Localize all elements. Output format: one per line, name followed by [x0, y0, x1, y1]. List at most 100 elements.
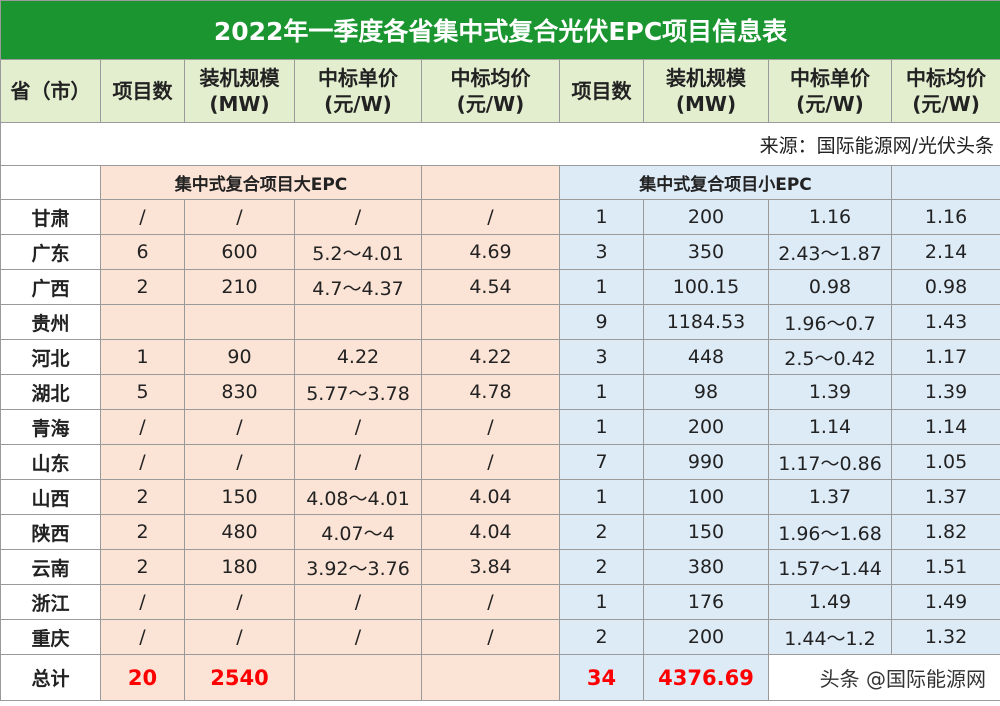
header-capacity-unit: (MW) [209, 92, 270, 116]
title-row: 2022年一季度各省集中式复合光伏EPC项目信息表 [0, 0, 1000, 60]
small-count-cell: 1 [559, 269, 644, 305]
big-avg-price-cell: / [421, 584, 560, 620]
total-body: 总计 20 2540 34 4376.69 头条 @国际能源网 [0, 654, 1000, 701]
big-capacity-cell: 180 [184, 549, 295, 585]
header-big-count: 项目数 [100, 59, 185, 123]
group-big-epc: 集中式复合项目大EPC [100, 165, 422, 200]
header-province: 省（市） [0, 59, 101, 123]
small-capacity-cell: 1184.53 [643, 304, 769, 340]
big-count-cell: 2 [100, 479, 185, 515]
big-capacity-cell: 150 [184, 479, 295, 515]
header-unit-price-label: 中标单价 [318, 66, 398, 90]
data-rows: 甘肃 / / //1 200 1.16 1.16 广东 6 600 5.2～4.01 4.69 3 350… [0, 199, 1000, 655]
big-count-cell: / [100, 409, 185, 445]
big-count-cell: / [100, 619, 185, 655]
small-capacity-cell: 176 [643, 584, 769, 620]
small-avg-price-cell: 1.51 [890, 549, 1000, 585]
header-unit-price-label: 中标单价 [790, 66, 870, 90]
big-avg-price-cell: 3.84 [421, 549, 560, 585]
total-big-avg-price [421, 654, 560, 701]
total-small-capacity: 4376.69 [643, 654, 769, 701]
big-count-cell: 2 [100, 269, 185, 305]
small-unit-price-cell: 0.98 [768, 269, 892, 305]
small-unit-price-cell: 1.96～0.7 [768, 304, 892, 340]
big-capacity-cell [184, 304, 295, 340]
big-unit-price-cell [294, 304, 422, 340]
table-row: 浙江 / / //1 176 1.49 1.49 [0, 584, 1000, 620]
big-count-cell [100, 304, 185, 340]
group-small-epc: 集中式复合项目小EPC [559, 165, 892, 200]
big-count-cell: 5 [100, 374, 185, 410]
table-row: 湖北 5 830 5.77～3.78 4.78 1 98 1.39 1.39 [0, 374, 1000, 410]
big-avg-price-cell: / [421, 409, 560, 445]
small-count-cell: 7 [559, 444, 644, 480]
total-big-unit-price [294, 654, 422, 701]
big-avg-price-cell: 4.04 [421, 514, 560, 550]
header-avg-price-unit: (元/W) [456, 92, 525, 116]
big-unit-price-cell: / [294, 199, 422, 235]
header-avg-price-label: 中标均价 [906, 66, 987, 90]
small-avg-price-cell: 1.82 [890, 514, 1000, 550]
big-avg-price-cell: 4.78 [421, 374, 560, 410]
table-row: 重庆 / / //2 200 1.44～1.2 1.32 [0, 619, 1000, 655]
big-unit-price-cell: / [294, 619, 422, 655]
small-count-cell: 3 [559, 339, 644, 375]
big-count-cell: 1 [100, 339, 185, 375]
big-capacity-cell: 90 [184, 339, 295, 375]
province-cell: 山西 [0, 479, 101, 515]
province-cell: 广西 [0, 269, 101, 305]
province-cell: 广东 [0, 234, 101, 270]
small-count-cell: 1 [559, 199, 644, 235]
small-count-cell: 1 [559, 584, 644, 620]
total-big-capacity: 2540 [184, 654, 295, 701]
group-row: 集中式复合项目大EPC 集中式复合项目小EPC [0, 165, 1000, 200]
big-avg-price-cell: / [421, 619, 560, 655]
small-avg-price-cell: 1.39 [890, 374, 1000, 410]
small-count-cell: 2 [559, 619, 644, 655]
small-count-cell: 2 [559, 549, 644, 585]
province-cell: 云南 [0, 549, 101, 585]
big-unit-price-cell: / [294, 444, 422, 480]
small-unit-price-cell: 1.14 [768, 409, 892, 445]
small-capacity-cell: 350 [643, 234, 769, 270]
small-count-cell: 3 [559, 234, 644, 270]
small-capacity-cell: 200 [643, 619, 769, 655]
page-title: 2022年一季度各省集中式复合光伏EPC项目信息表 [0, 0, 1000, 60]
province-cell: 重庆 [0, 619, 101, 655]
header-row: 省（市） 项目数 装机规模 (MW) 中标单价 (元/W) 中标均价 (元/W) 项目… [0, 59, 1000, 123]
table-row: 山东 / / //7 990 1.17～0.86 1.05 [0, 444, 1000, 480]
table-row: 甘肃 / / //1 200 1.16 1.16 [0, 199, 1000, 235]
small-count-cell: 2 [559, 514, 644, 550]
big-avg-price-cell: 4.22 [421, 339, 560, 375]
small-count-cell: 1 [559, 479, 644, 515]
header-small-count: 项目数 [559, 59, 644, 123]
small-avg-price-cell: 1.37 [890, 479, 1000, 515]
group-big-spacer [421, 165, 560, 200]
header-unit-price-unit: (元/W) [796, 92, 864, 116]
small-capacity-cell: 200 [643, 409, 769, 445]
big-unit-price-cell: 5.2～4.01 [294, 234, 422, 270]
group-small-spacer [890, 165, 1000, 200]
total-big-count: 20 [100, 654, 185, 701]
province-cell: 陕西 [0, 514, 101, 550]
big-avg-price-cell: / [421, 199, 560, 235]
small-unit-price-cell: 2.43～1.87 [768, 234, 892, 270]
small-avg-price-cell: 1.49 [890, 584, 1000, 620]
source-row: 来源：国际能源网/光伏头条 [0, 122, 1000, 166]
small-capacity-cell: 380 [643, 549, 769, 585]
big-count-cell: 2 [100, 514, 185, 550]
small-capacity-cell: 100.15 [643, 269, 769, 305]
small-capacity-cell: 200 [643, 199, 769, 235]
header-small-avg-price: 中标均价 (元/W) [890, 59, 1000, 123]
big-capacity-cell: / [184, 444, 295, 480]
big-count-cell: / [100, 199, 185, 235]
small-unit-price-cell: 1.44～1.2 [768, 619, 892, 655]
big-capacity-cell: / [184, 199, 295, 235]
table-row: 青海 / / //1 200 1.14 1.14 [0, 409, 1000, 445]
small-avg-price-cell: 1.32 [890, 619, 1000, 655]
province-cell: 浙江 [0, 584, 101, 620]
big-unit-price-cell: / [294, 409, 422, 445]
province-cell: 湖北 [0, 374, 101, 410]
big-avg-price-cell: 4.54 [421, 269, 560, 305]
